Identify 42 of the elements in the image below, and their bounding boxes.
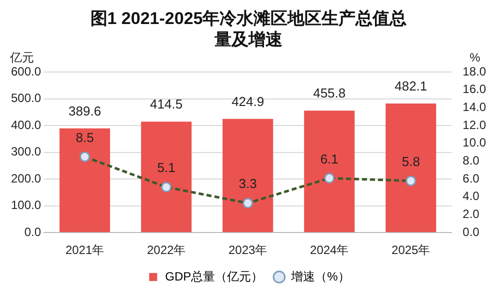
y2-tick-label: 16.0 bbox=[462, 82, 486, 96]
data-label: 455.8 bbox=[313, 86, 346, 101]
chart-title: 图1 2021-2025年冷水滩区地区生产总值总量及增速 bbox=[90, 8, 408, 50]
x-tick-label: 2022年 bbox=[146, 243, 186, 258]
y-tick-label: 600.0 bbox=[11, 64, 42, 78]
data-label: 5.1 bbox=[157, 160, 176, 176]
y2-axis-title: % bbox=[470, 50, 481, 64]
y2-tick-label: 2.0 bbox=[462, 207, 480, 222]
data-label: 3.3 bbox=[238, 176, 257, 192]
y2-tick-label: 18.0 bbox=[462, 64, 486, 78]
x-tick-label: 2024年 bbox=[310, 243, 349, 258]
y2-tick-label: 4.0 bbox=[462, 189, 480, 204]
y2-tick-label: 0.0 bbox=[462, 224, 480, 239]
bar bbox=[304, 110, 355, 232]
x-tick-label: 2023年 bbox=[228, 243, 268, 258]
x-tick-label: 2025年 bbox=[392, 243, 430, 258]
x-tick-label: 2021年 bbox=[65, 243, 104, 258]
data-label: 424.9 bbox=[232, 94, 264, 109]
bar bbox=[222, 118, 274, 232]
y2-tick-label: 10.0 bbox=[462, 136, 486, 150]
data-label: 5.8 bbox=[402, 154, 420, 169]
data-label: 482.1 bbox=[394, 78, 428, 94]
y2-tick-label: 14.0 bbox=[462, 100, 486, 114]
legend-label: GDP总量（亿元） bbox=[165, 269, 264, 284]
bar bbox=[386, 104, 436, 232]
data-label: 414.5 bbox=[150, 96, 183, 112]
y2-tick-label: 6.0 bbox=[462, 171, 480, 186]
data-label: 6.1 bbox=[320, 151, 338, 166]
y-tick-label: 200.0 bbox=[11, 171, 42, 186]
y-tick-label: 400.0 bbox=[11, 118, 42, 132]
bar bbox=[141, 122, 192, 232]
data-label: 8.5 bbox=[76, 130, 94, 145]
y-tick-label: 500.0 bbox=[11, 91, 42, 106]
y-tick-label: 100.0 bbox=[11, 198, 42, 212]
bar bbox=[60, 128, 110, 232]
y2-tick-label: 12.0 bbox=[462, 118, 486, 132]
y-tick-label: 0.0 bbox=[24, 224, 42, 239]
y2-tick-label: 8.0 bbox=[462, 154, 480, 168]
legend-label: 增速（%） bbox=[290, 269, 350, 284]
data-label: 389.6 bbox=[68, 103, 102, 118]
y-axis-title: 亿元 bbox=[9, 50, 34, 64]
y-tick-label: 300.0 bbox=[11, 144, 42, 159]
